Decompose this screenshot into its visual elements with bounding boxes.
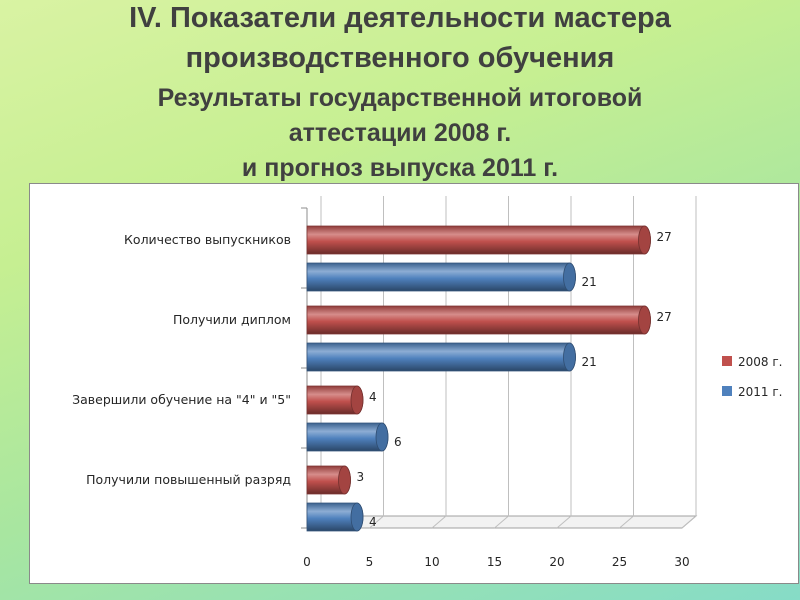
x-tick-label: 30 (674, 555, 689, 569)
value-label: 4 (369, 390, 377, 404)
title-line-1: IV. Показатели деятельности мастера (129, 2, 671, 34)
legend-label: 2011 г. (738, 385, 782, 399)
x-tick-label: 10 (424, 555, 439, 569)
x-tick-label: 15 (487, 555, 502, 569)
value-label: 3 (357, 470, 365, 484)
category-label: Получили диплом (173, 312, 291, 327)
x-tick-label: 25 (612, 555, 627, 569)
bar (306, 262, 576, 292)
bar-cap (563, 262, 576, 292)
legend-swatch (722, 356, 732, 366)
floor-gridline (494, 515, 509, 529)
bar (306, 225, 651, 255)
value-label: 6 (394, 435, 402, 449)
category-label: Завершили обучение на "4" и "5" (72, 392, 291, 407)
x-tick-label: 0 (303, 555, 311, 569)
category-label: Количество выпускников (124, 232, 291, 247)
x-tick-label: 5 (366, 555, 374, 569)
title-line-4: аттестации 2008 г. (288, 119, 512, 147)
floor-gridline (681, 515, 697, 529)
bar (306, 342, 576, 372)
bar-cap (338, 465, 351, 495)
value-label: 21 (582, 355, 597, 369)
floor-gridline (556, 515, 572, 529)
bar-cap (375, 422, 389, 452)
floor-gridline (431, 515, 447, 529)
value-label: 27 (657, 310, 672, 324)
value-label: 27 (657, 230, 672, 244)
bar (306, 305, 651, 335)
floor-gridline (369, 515, 384, 529)
x-tick-label: 20 (549, 555, 564, 569)
value-label: 4 (369, 515, 377, 529)
legend-label: 2008 г. (738, 355, 782, 369)
legend-swatch (722, 386, 732, 396)
category-label: Получили повышенный разряд (86, 472, 291, 487)
title-line-3: Результаты государственной итоговой (157, 84, 643, 112)
bar-cap (350, 502, 364, 532)
title-line-2: производственного обучения (185, 42, 615, 74)
title-line-5: и прогноз выпуска 2011 г. (241, 154, 559, 182)
bar-cap (350, 385, 364, 415)
bar-cap (563, 342, 576, 372)
floor-gridline (619, 515, 634, 529)
bar-cap (638, 305, 651, 335)
value-label: 21 (582, 275, 597, 289)
bar-cap (638, 225, 651, 255)
